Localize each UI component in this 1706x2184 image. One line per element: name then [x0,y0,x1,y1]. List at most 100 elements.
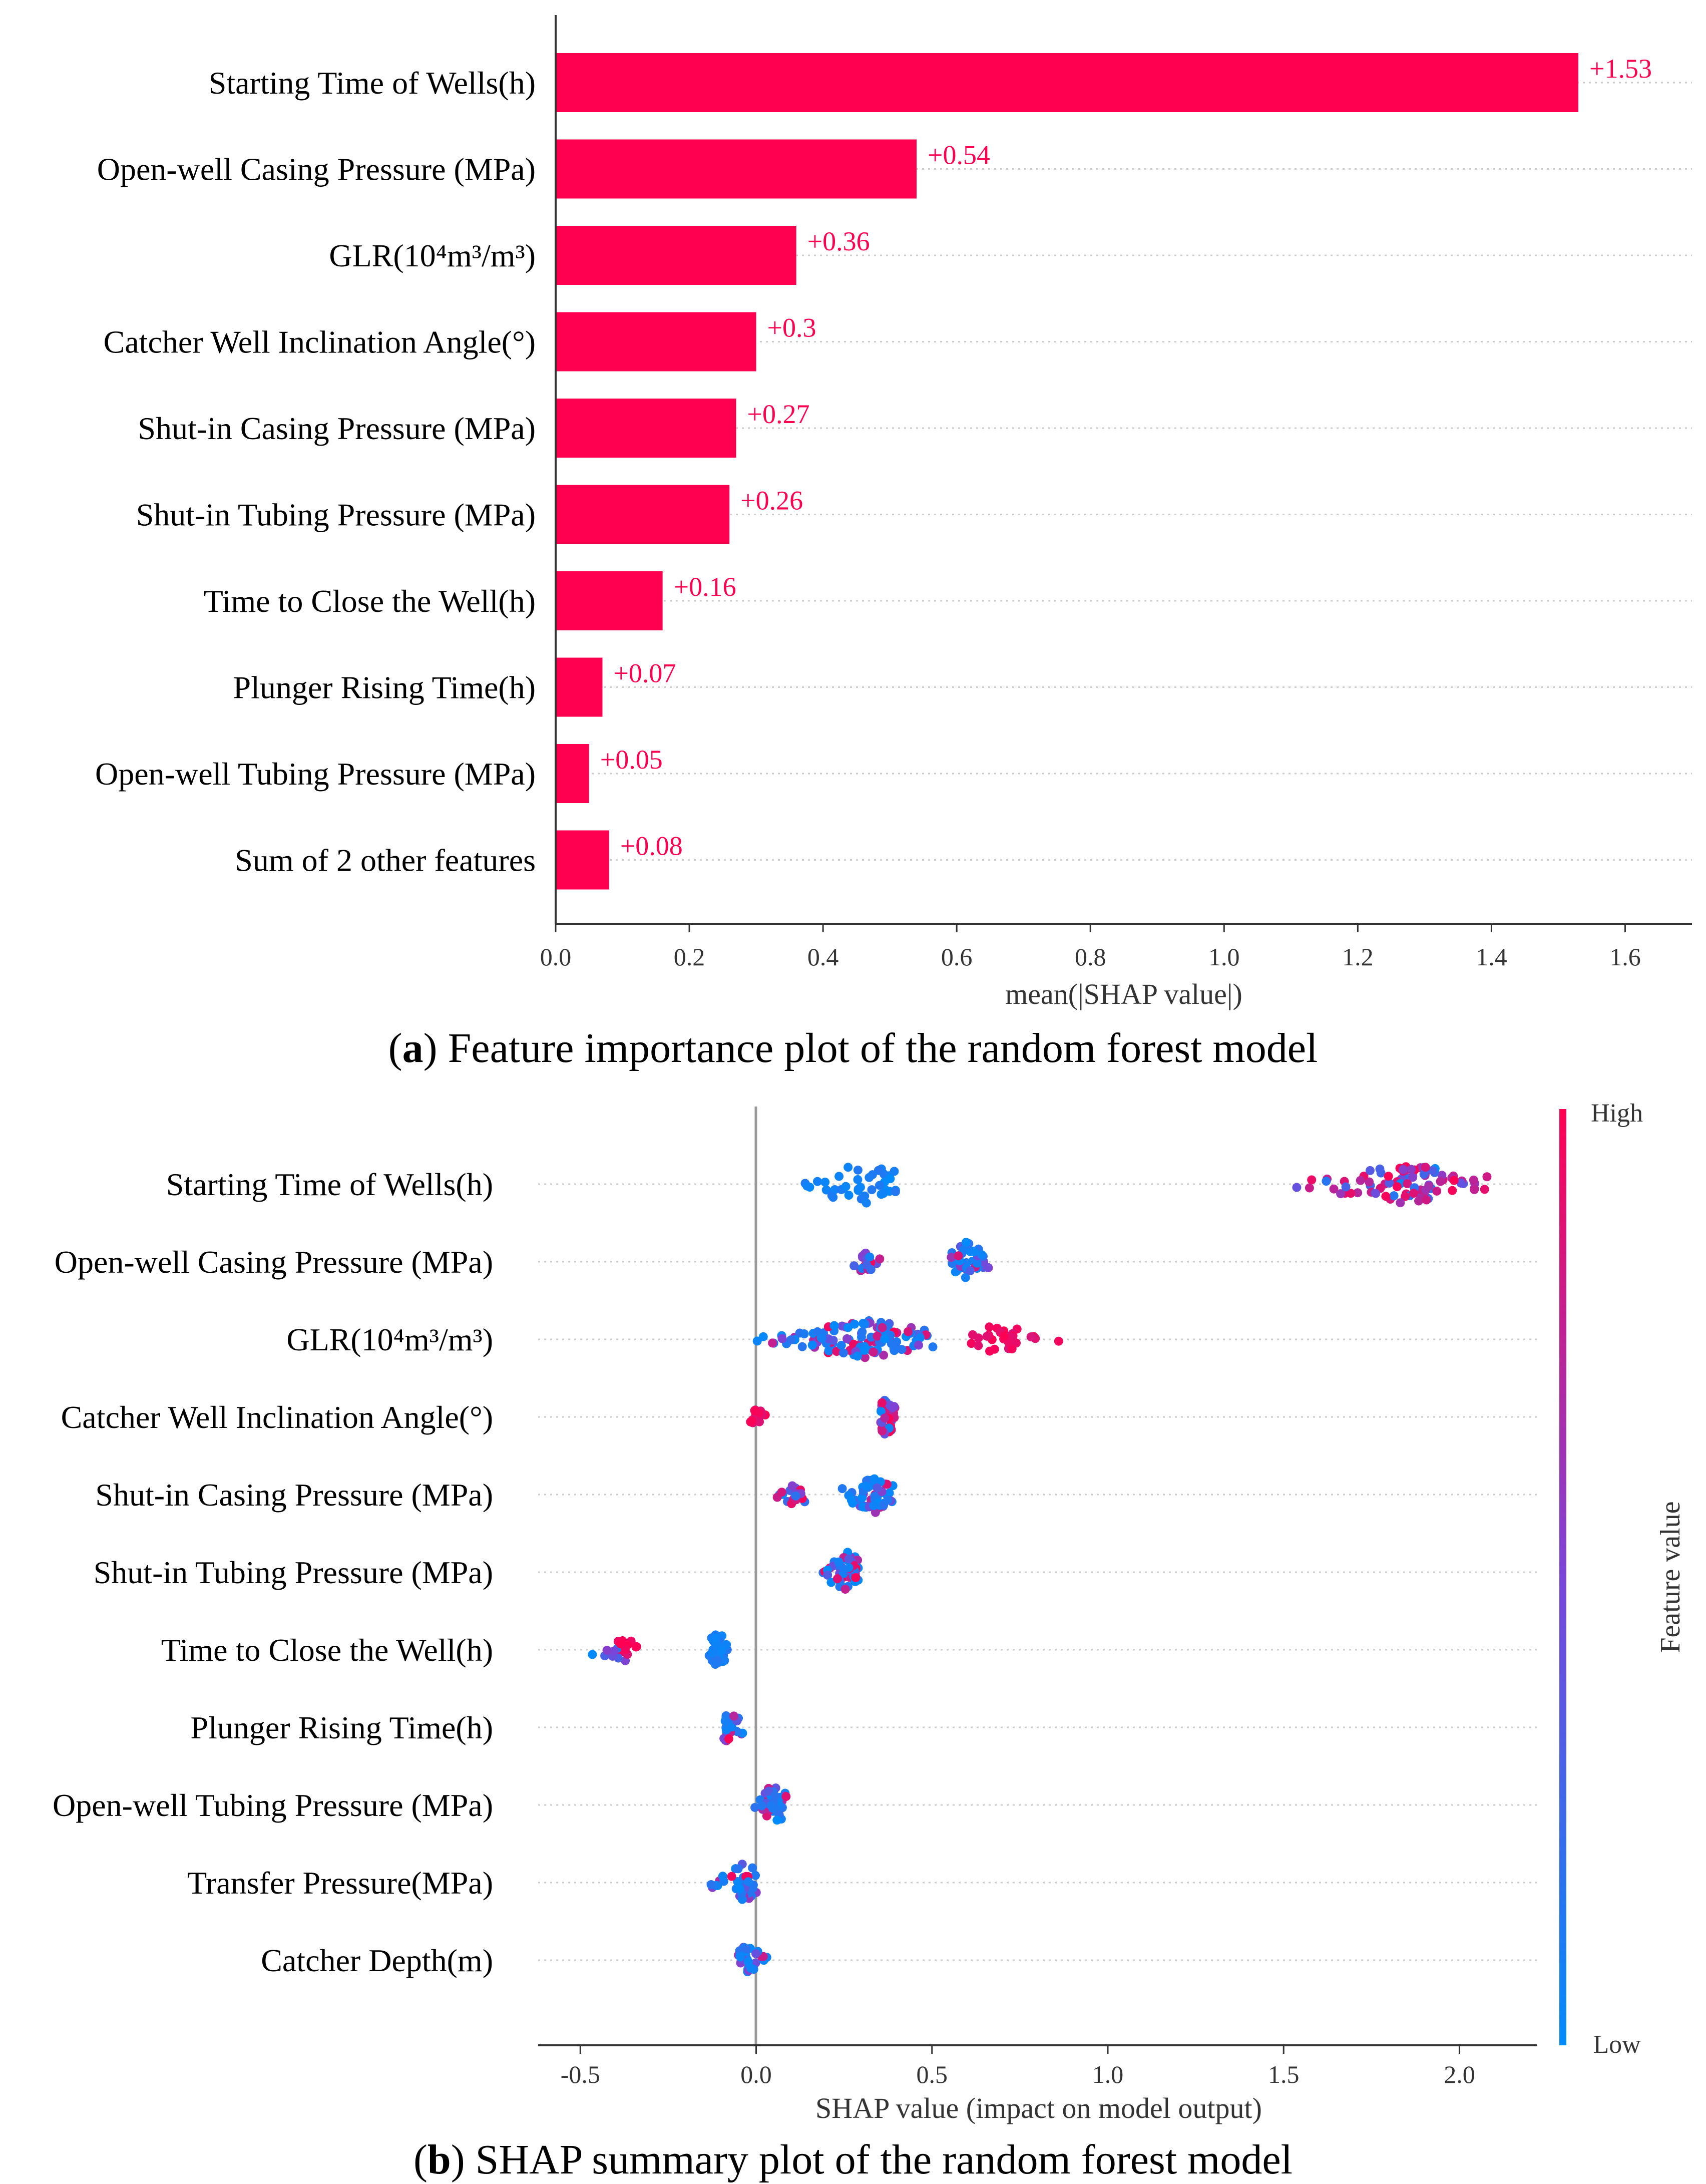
shap-point [1346,1189,1356,1198]
shap-point [828,1193,838,1202]
shap-point [781,1792,791,1801]
x-tick-label: 0.8 [1075,943,1106,971]
shap-point [1365,1166,1375,1175]
shap-point [839,1348,848,1358]
shap-point [1385,1179,1394,1188]
shap-point [609,1646,619,1656]
x-axis-label: SHAP value (impact on model output) [815,2092,1262,2124]
shap-point [1305,1183,1314,1193]
shap-point [747,1416,757,1425]
x-tick-label: 0.0 [740,2060,772,2088]
shap-point [820,1177,830,1187]
bar-value-label: +0.05 [600,745,663,775]
shap-point [755,1408,764,1417]
shap-point [757,1801,766,1810]
shap-point [873,1331,882,1341]
shap-point [954,1251,963,1261]
shap-point [724,1734,733,1744]
shap-point [1407,1165,1416,1174]
shap-point [878,1426,887,1435]
shap-point [839,1565,849,1574]
x-tick-label: 0.2 [674,943,705,971]
shap-point [602,1646,612,1655]
shap-point [777,1488,786,1497]
shap-point [849,1319,859,1329]
shap-point [1026,1332,1036,1342]
shap-point [1456,1178,1466,1188]
shap-point [914,1340,924,1350]
bar [556,657,603,717]
bar-value-label: +0.3 [767,313,816,343]
shap-point [846,1496,856,1505]
shap-point [1421,1185,1431,1195]
shap-point [770,1791,779,1800]
x-tick-label: 1.2 [1342,943,1374,971]
shap-point [865,1252,875,1262]
caption-b: (b) SHAP summary plot of the random fore… [413,2136,1293,2183]
shap-point [799,1329,809,1339]
shap-point [752,1336,762,1346]
shap-point [959,1245,969,1255]
shap-point [1384,1172,1393,1181]
shap-point [967,1339,976,1348]
shap-point [843,1163,853,1172]
shap-point [1341,1182,1351,1192]
shap-point [1469,1175,1478,1185]
shap-point [972,1258,982,1268]
x-tick-label: 0.6 [941,943,973,971]
shap-point [616,1639,625,1649]
shap-point [823,1570,832,1580]
shap-point [797,1342,807,1351]
category-label: Starting Time of Wells(h) [166,1167,493,1202]
shap-point [1329,1184,1339,1194]
x-axis-label: mean(|SHAP value|) [1005,978,1242,1010]
shap-point [772,1815,782,1825]
shap-point [1381,1192,1391,1201]
shap-point [961,1238,971,1247]
shap-point [620,1645,630,1655]
shap-point [1356,1176,1365,1185]
shap-point [1307,1175,1317,1185]
shap-point [750,1802,760,1812]
bar-value-labels: +1.53 +0.54 +0.36 +0.3 +0.27 +0.26 +0.16 +0.07 +… [600,54,1652,861]
shap-point [842,1334,852,1343]
bar-value-label: +1.53 [1589,54,1652,84]
shap-point [904,1327,913,1336]
shap-point [841,1182,850,1191]
shap-point [862,1482,871,1491]
shap-point [735,1952,745,1962]
category-label: Catcher Depth(m) [261,1943,493,1978]
x-tick-label: 1.4 [1476,943,1507,971]
category-label: Open-well Casing Pressure (MPa) [55,1244,493,1280]
shap-point [743,1877,753,1887]
shap-point [832,1347,841,1356]
shap-point [853,1175,863,1184]
bar-value-label: +0.36 [807,226,870,256]
shap-point [879,1350,889,1360]
bar [556,226,796,285]
shap-point [851,1573,861,1582]
shap-point [836,1340,846,1350]
shap-point [706,1880,716,1890]
category-label: Catcher Well Inclination Angle(°) [61,1399,493,1435]
shap-point [1414,1196,1424,1206]
shap-point [869,1501,879,1511]
category-label: Open-well Tubing Pressure (MPa) [53,1787,493,1823]
bar [556,571,663,630]
shap-point [890,1346,899,1355]
shap-point [720,1716,730,1726]
category-label: Time to Close the Well(h) [204,583,536,619]
shap-point [787,1481,797,1491]
category-label: Plunger Rising Time(h) [233,670,536,705]
category-label: GLR(10⁴m³/m³) [286,1322,493,1357]
shap-point [834,1557,843,1567]
shap-point [1365,1177,1374,1187]
shap-point [711,1633,721,1643]
shap-point [875,1181,885,1190]
shap-point [871,1508,880,1517]
shap-point [877,1398,887,1407]
shap-point [743,1957,753,1967]
x-tick-label: 1.5 [1268,2060,1300,2088]
shap-point [891,1187,900,1197]
shap-point [786,1335,795,1345]
